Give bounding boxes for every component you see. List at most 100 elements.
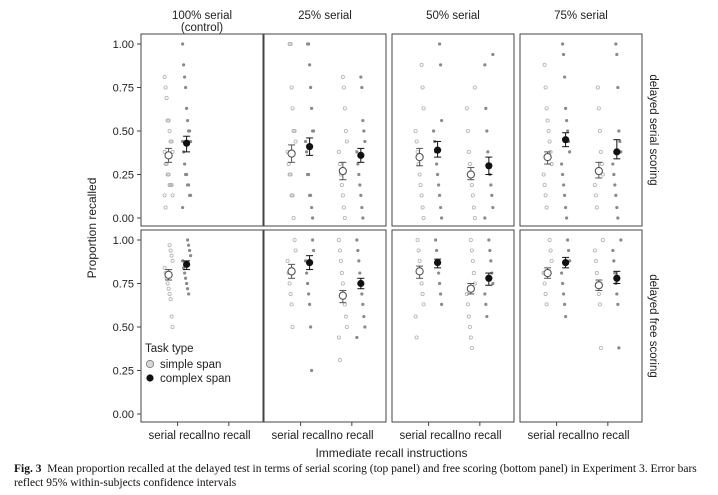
raw-point-complex-2-2 xyxy=(361,118,365,123)
raw-point-simple-3-11 xyxy=(421,215,426,220)
raw-point-complex-12-6 xyxy=(563,302,567,306)
raw-point-complex-13-7 xyxy=(617,346,621,350)
raw-point-simple-2-5 xyxy=(336,149,341,154)
raw-point-complex-10-1 xyxy=(435,248,439,253)
raw-point-complex-13-5 xyxy=(615,292,619,296)
raw-point-complex-0-0 xyxy=(181,42,185,46)
raw-point-complex-11-2 xyxy=(489,259,493,263)
x-tick-label-0-0: serial recall xyxy=(149,430,207,442)
raw-point-complex-0-18 xyxy=(181,205,185,210)
y-tick-label-0-0: 0.00 xyxy=(113,213,134,225)
raw-point-complex-6-8 xyxy=(613,183,617,187)
raw-point-simple-5-3 xyxy=(545,118,550,123)
raw-point-complex-7-3 xyxy=(189,254,193,258)
raw-point-simple-6-5 xyxy=(600,172,605,177)
y-tick-label-1-2: 0.50 xyxy=(113,322,134,334)
raw-point-complex-9-0 xyxy=(355,238,359,242)
raw-point-complex-1-12 xyxy=(309,193,313,197)
raw-point-simple-3-7 xyxy=(417,172,422,177)
raw-point-simple-7-0 xyxy=(167,243,172,248)
raw-point-simple-12-1 xyxy=(548,248,553,253)
raw-point-simple-8-2 xyxy=(285,258,290,263)
raw-point-simple-6-2 xyxy=(597,128,602,133)
raw-point-simple-5-2 xyxy=(544,106,549,111)
raw-point-simple-0-2 xyxy=(164,95,169,100)
mean-point-complex-1 xyxy=(183,139,191,147)
raw-point-complex-11-4 xyxy=(491,281,495,286)
raw-point-complex-5-9 xyxy=(561,172,565,177)
raw-point-complex-8-5 xyxy=(307,292,311,296)
raw-point-simple-7-11 xyxy=(169,314,174,319)
raw-point-simple-3-1 xyxy=(420,85,425,90)
legend-label-0: simple span xyxy=(160,359,221,371)
raw-point-complex-2-9 xyxy=(359,193,363,197)
mean-point-simple-10 xyxy=(543,152,552,162)
raw-point-simple-4-7 xyxy=(470,193,475,198)
raw-point-complex-2-8 xyxy=(358,183,362,187)
raw-point-complex-2-6 xyxy=(356,162,360,166)
raw-point-simple-9-3 xyxy=(339,271,344,276)
raw-point-simple-4-3 xyxy=(466,149,471,154)
raw-point-simple-10-2 xyxy=(417,258,422,263)
raw-point-simple-11-3 xyxy=(471,271,476,276)
raw-point-simple-0-4 xyxy=(166,118,171,123)
raw-point-simple-7-3 xyxy=(170,258,175,263)
y-tick-label-0-4: 1.00 xyxy=(113,39,134,51)
raw-point-complex-9-7 xyxy=(362,314,366,319)
raw-point-complex-3-10 xyxy=(439,205,443,210)
raw-point-simple-9-8 xyxy=(344,324,349,329)
raw-point-simple-12-5 xyxy=(543,291,548,296)
mean-point-simple-6 xyxy=(415,152,424,162)
raw-point-complex-0-13 xyxy=(185,172,189,177)
raw-point-complex-11-0 xyxy=(487,238,491,242)
mean-point-complex-25 xyxy=(562,259,570,267)
raw-point-complex-10-3 xyxy=(437,271,441,275)
raw-point-simple-0-18 xyxy=(162,193,167,198)
raw-point-simple-7-9 xyxy=(167,291,172,296)
raw-point-complex-6-7 xyxy=(612,172,616,177)
raw-point-simple-12-2 xyxy=(549,258,554,263)
raw-point-simple-11-8 xyxy=(467,324,472,329)
raw-point-simple-13-6 xyxy=(597,302,602,307)
raw-point-complex-3-3 xyxy=(432,129,436,133)
raw-point-simple-0-9 xyxy=(162,149,167,154)
panel-1-2 xyxy=(391,229,515,423)
raw-point-complex-4-10 xyxy=(483,216,487,220)
raw-point-simple-4-6 xyxy=(469,182,474,187)
raw-point-complex-4-3 xyxy=(485,129,489,133)
raw-point-simple-6-3 xyxy=(598,149,603,154)
raw-point-complex-2-0 xyxy=(359,75,363,79)
column-title-0-line-0: 100% serial xyxy=(172,10,232,22)
raw-point-complex-1-2 xyxy=(308,63,312,67)
x-tick-label-3-1: no recall xyxy=(586,430,629,442)
raw-point-simple-8-6 xyxy=(289,302,294,307)
raw-point-complex-5-12 xyxy=(564,205,568,210)
raw-point-simple-4-2 xyxy=(465,128,470,133)
raw-point-simple-13-1 xyxy=(592,248,597,253)
raw-point-simple-1-10 xyxy=(288,172,293,177)
mean-point-simple-4 xyxy=(338,166,347,176)
raw-point-simple-11-10 xyxy=(469,345,474,350)
raw-point-complex-3-2 xyxy=(440,118,444,123)
raw-point-complex-12-4 xyxy=(561,281,565,286)
raw-point-complex-5-3 xyxy=(564,106,568,110)
raw-point-complex-11-5 xyxy=(483,292,487,296)
raw-point-simple-4-1 xyxy=(464,106,469,111)
legend-label-1: complex span xyxy=(160,373,231,385)
panel-0-2 xyxy=(391,33,515,227)
raw-point-complex-12-3 xyxy=(560,271,564,275)
raw-point-simple-13-2 xyxy=(593,258,598,263)
raw-point-simple-5-9 xyxy=(542,182,547,187)
raw-point-complex-3-1 xyxy=(439,63,443,67)
raw-point-complex-0-7 xyxy=(188,129,192,133)
raw-point-complex-9-6 xyxy=(361,302,365,306)
y-tick-label-0-2: 0.50 xyxy=(113,126,134,138)
raw-point-complex-0-3 xyxy=(184,85,188,90)
raw-point-simple-2-0 xyxy=(340,75,345,80)
y-tick-label-1-0: 0.00 xyxy=(113,409,134,421)
mean-point-simple-24 xyxy=(543,268,552,278)
raw-point-complex-7-10 xyxy=(187,292,191,296)
raw-point-simple-9-9 xyxy=(336,335,341,340)
x-tick-label-1-1: no recall xyxy=(330,430,373,442)
raw-point-complex-4-0 xyxy=(491,52,495,57)
